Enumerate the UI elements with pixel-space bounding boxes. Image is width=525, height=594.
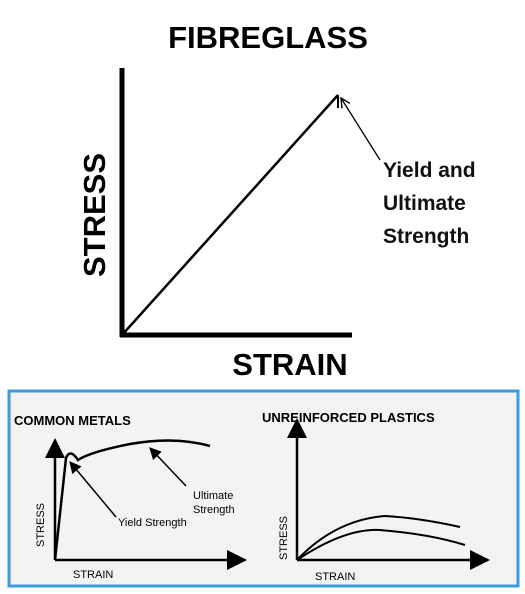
annotation-line: Strength bbox=[193, 504, 235, 516]
plastic-curve bbox=[296, 528, 466, 561]
plastic-curve bbox=[296, 514, 461, 561]
annotation-arrow bbox=[69, 461, 117, 518]
y-axis-label: STRESS bbox=[35, 503, 47, 547]
y-axis-label: STRESS bbox=[278, 516, 290, 560]
annotation-line: Yield Strength bbox=[118, 517, 187, 529]
panel-title: COMMON METALS bbox=[14, 413, 131, 428]
annotation-line: Strength bbox=[383, 225, 469, 248]
metal-curve bbox=[53, 439, 211, 561]
annotation-line: Ultimate bbox=[193, 490, 233, 502]
annotation-arrow bbox=[149, 447, 187, 487]
x-axis-label: STRAIN bbox=[232, 347, 347, 382]
y-axis-label: STRESS bbox=[77, 153, 112, 277]
main-title: FIBREGLASS bbox=[168, 20, 368, 55]
x-axis-label: STRAIN bbox=[315, 571, 355, 583]
annotation-arrow bbox=[341, 98, 381, 161]
comparison-panel bbox=[7, 389, 520, 588]
panel-title: UNREINFORCED PLASTICS bbox=[262, 410, 435, 425]
x-axis-label: STRAIN bbox=[73, 569, 113, 581]
annotation-line: Ultimate bbox=[383, 192, 466, 215]
stress-strain-line bbox=[121, 94, 339, 336]
annotation-line: Yield and bbox=[383, 159, 476, 182]
